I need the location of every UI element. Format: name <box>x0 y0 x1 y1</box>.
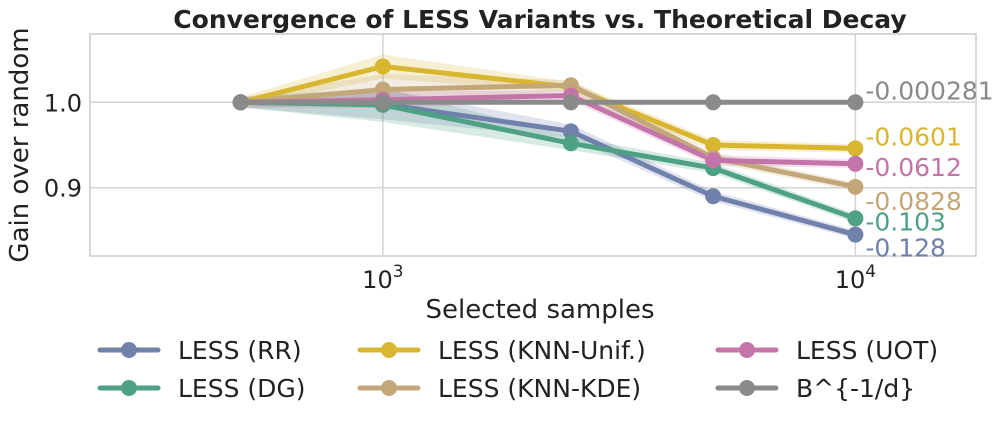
point-series-1-2 <box>562 135 579 152</box>
point-series-5-2 <box>562 94 579 111</box>
legend-item-3: LESS (KNN-KDE) <box>357 374 641 403</box>
legend-swatch-marker <box>121 342 137 358</box>
x-axis-label: Selected samples <box>425 295 654 325</box>
legend-label: LESS (RR) <box>178 336 302 365</box>
point-series-0-2 <box>562 123 579 140</box>
end-label-series-3: -0.0828 <box>865 187 962 216</box>
point-series-2-1 <box>374 58 391 75</box>
legend-label: LESS (KNN-KDE) <box>438 374 641 403</box>
series-points <box>232 58 864 243</box>
y-tick-label: 0.9 <box>44 175 82 203</box>
legend-label: B^{-1/d} <box>796 374 915 403</box>
y-axis-label: Gain over random <box>5 27 35 262</box>
point-series-2-3 <box>705 137 722 153</box>
point-series-4-4 <box>847 155 864 172</box>
point-series-0-3 <box>705 188 722 205</box>
point-series-1-4 <box>847 210 864 227</box>
legend-swatch-marker <box>381 380 397 396</box>
legend-swatch-marker <box>121 380 137 396</box>
legend-swatch-marker <box>739 342 755 358</box>
legend-item-1: LESS (DG) <box>97 374 306 403</box>
band-series-1 <box>240 87 856 223</box>
point-series-5-0 <box>232 94 249 111</box>
legend-label: LESS (DG) <box>178 374 306 403</box>
end-label-series-5: -0.000281 <box>865 76 993 105</box>
x-tick-label: 104 <box>835 262 876 294</box>
point-series-5-1 <box>374 94 391 111</box>
end-label-series-4: -0.0612 <box>865 153 962 182</box>
end-label-series-0: -0.128 <box>865 234 946 263</box>
legend-label: LESS (UOT) <box>796 336 938 365</box>
x-tick-label: 103 <box>362 262 403 294</box>
point-series-4-3 <box>705 152 722 169</box>
point-series-0-4 <box>847 226 864 243</box>
point-series-3-4 <box>847 178 864 195</box>
band-series-2 <box>240 54 856 153</box>
x-tick-labels: 103 104 <box>362 262 876 294</box>
y-tick-label: 1.0 <box>44 89 82 117</box>
end-label-series-2: -0.0601 <box>865 122 962 151</box>
end-labels: -0.128-0.103 -0.0601 -0.0828 -0.0612 -0.0002… <box>865 76 993 262</box>
point-series-2-4 <box>847 140 864 157</box>
legend-swatch-marker <box>739 380 755 396</box>
legend-item-2: LESS (KNN-Unif.) <box>357 336 646 365</box>
chart-title: Convergence of LESS Variants vs. Theoret… <box>173 5 906 34</box>
legend-item-0: LESS (RR) <box>97 336 302 365</box>
legend-item-4: LESS (UOT) <box>715 336 938 365</box>
plot-area <box>89 33 977 257</box>
legend-swatch-marker <box>381 342 397 358</box>
legend: LESS (RR) LESS (DG) LESS (KNN-Unif.) LESS (… <box>97 336 938 403</box>
y-tick-labels: 0.9 1.0 <box>44 89 82 202</box>
legend-item-5: B^{-1/d} <box>715 374 915 403</box>
end-label-series-1: -0.103 <box>865 207 946 236</box>
legend-label: LESS (KNN-Unif.) <box>438 336 646 365</box>
point-series-5-3 <box>705 94 722 111</box>
point-series-5-4 <box>847 94 864 111</box>
